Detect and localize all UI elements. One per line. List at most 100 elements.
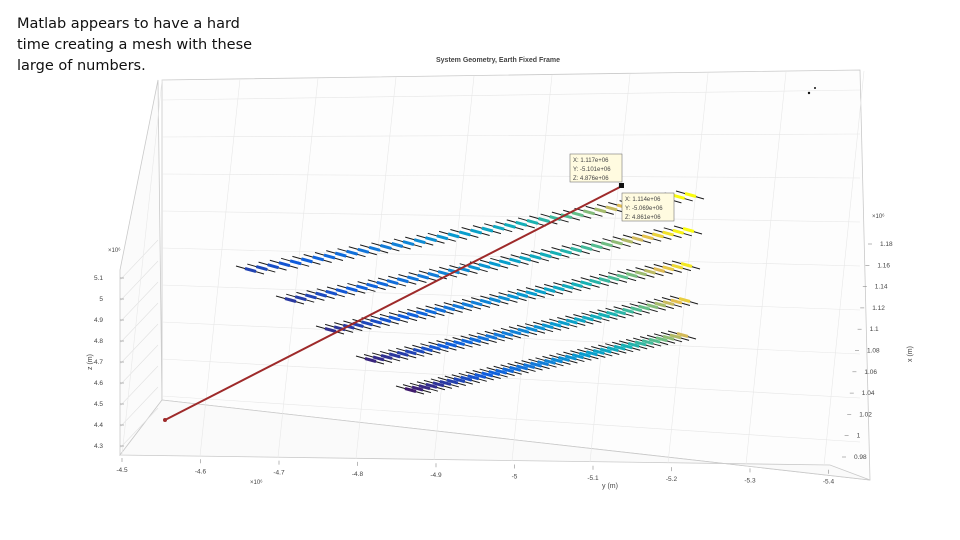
- mesh-cell: [481, 371, 494, 378]
- mesh-cell: [654, 301, 667, 308]
- grid-line-y: [277, 77, 319, 458]
- mesh-cell: [404, 349, 417, 356]
- mesh-cell: [493, 332, 506, 339]
- y-tick-label: -4.6: [195, 468, 207, 475]
- y-tick-label: -5: [512, 474, 518, 481]
- y-tick-label: -5.1: [587, 475, 599, 482]
- mesh-cell: [413, 238, 426, 245]
- datatip-2-z: Z: 4.861e+06: [625, 215, 661, 221]
- grid-line-y: [199, 78, 241, 457]
- mesh-cell: [573, 317, 586, 323]
- mesh-cell: [474, 372, 487, 379]
- mesh-cell: [515, 220, 528, 227]
- mesh-cell: [599, 347, 612, 354]
- mesh-cell: [315, 291, 328, 298]
- mesh-cell: [244, 267, 257, 273]
- mesh-cell: [468, 264, 481, 271]
- grid-line-y: [667, 72, 709, 464]
- mesh-cell: [372, 355, 385, 362]
- mesh-cell: [684, 192, 697, 198]
- mesh-cell: [537, 360, 549, 367]
- datatip-2[interactable]: X: 1.114e+06 Y: -5.069e+06 Z: 4.861e+06: [621, 192, 675, 222]
- datatip-1[interactable]: X: 1.117e+06 Y: -5.101e+06 Z: 4.876e+06: [569, 153, 623, 183]
- mesh-cell: [488, 297, 501, 303]
- mesh-cell: [325, 289, 338, 296]
- mesh-cell: [594, 207, 607, 214]
- z-tick-label: 4.4: [94, 422, 103, 429]
- mesh-cell: [404, 387, 417, 393]
- mesh-cell: [420, 346, 433, 353]
- mesh-cell: [558, 356, 570, 362]
- mesh-cell: [585, 350, 598, 357]
- mesh-cell: [492, 224, 505, 231]
- mesh-cell: [388, 315, 401, 322]
- mesh-cell: [411, 385, 424, 392]
- mesh-cell: [498, 259, 511, 266]
- mesh-cell: [523, 363, 535, 369]
- mesh-cell: [436, 234, 449, 241]
- mesh-cell: [589, 278, 602, 285]
- grid-line-y: [589, 73, 631, 463]
- x-axis-label: x (m): [907, 346, 914, 362]
- x-tick-label: 0.98: [854, 454, 867, 461]
- mesh-cell: [447, 232, 460, 239]
- datatip-1-box: [569, 153, 623, 183]
- mesh-cell: [549, 250, 562, 257]
- figure-title: System Geometry, Earth Fixed Frame: [436, 57, 560, 64]
- mesh-cell: [407, 275, 419, 282]
- mesh-cell: [368, 245, 381, 252]
- mesh-cell: [402, 240, 415, 247]
- mesh-cell: [672, 228, 685, 235]
- y-tick-label: -4.5: [116, 467, 128, 474]
- mesh-cell: [613, 344, 626, 351]
- mesh-cell: [571, 353, 584, 360]
- grid-line-z: [119, 344, 159, 386]
- mesh-cell: [571, 211, 584, 218]
- x-tick-label: 1.16: [877, 262, 890, 269]
- mesh-cell: [437, 343, 449, 350]
- axes-box: [119, 69, 871, 481]
- z-tick-label: 4.7: [94, 359, 103, 366]
- mesh-cell: [461, 302, 474, 308]
- mesh-cell: [560, 248, 572, 255]
- mesh-cell: [427, 271, 440, 278]
- grid-line-wall: [161, 173, 861, 179]
- mesh-cell: [541, 323, 554, 330]
- datatip-2-x: X: 1.114e+06: [625, 197, 661, 203]
- mesh-cell: [345, 286, 358, 293]
- mesh-cell: [678, 297, 691, 303]
- mesh-cell: [289, 259, 302, 266]
- y-tick-labels: -4.5 -4.6 -4.7 -4.8 -4.9 -5 -5.1 -5.2 -5.3 -5.4: [116, 458, 834, 486]
- mesh-cell: [479, 298, 492, 305]
- grid-line-wall: [161, 89, 861, 101]
- y-tick-label: -5.4: [823, 479, 835, 486]
- mesh-cell: [525, 290, 538, 297]
- mesh-cell: [485, 333, 498, 340]
- datatip-2-y: Y: -5.069e+06: [625, 206, 663, 212]
- mesh-cell: [509, 257, 521, 264]
- mesh-cell: [611, 239, 623, 246]
- mesh-cell: [534, 288, 547, 295]
- grid-line-z: [119, 302, 159, 344]
- mesh-cell: [662, 230, 674, 237]
- grid-line-wall: [161, 358, 861, 399]
- mesh-cell: [676, 332, 689, 338]
- mesh-cell: [452, 303, 465, 310]
- mesh-cell: [446, 378, 459, 385]
- grid-line-y: [433, 75, 475, 460]
- mesh-cell: [560, 213, 573, 220]
- mesh-cell: [631, 236, 644, 242]
- mesh-cell: [641, 234, 654, 241]
- mesh-cell: [671, 263, 684, 270]
- mesh-cell: [682, 227, 695, 233]
- mesh-cell: [453, 340, 465, 347]
- mesh-cell: [501, 330, 514, 337]
- mesh-cell: [425, 236, 437, 243]
- mesh-cell: [396, 277, 409, 284]
- mesh-cell: [526, 218, 539, 225]
- mesh-cell: [437, 270, 450, 277]
- mesh-cell: [380, 353, 393, 360]
- mesh-cell: [488, 261, 501, 268]
- mesh-cell: [670, 298, 683, 305]
